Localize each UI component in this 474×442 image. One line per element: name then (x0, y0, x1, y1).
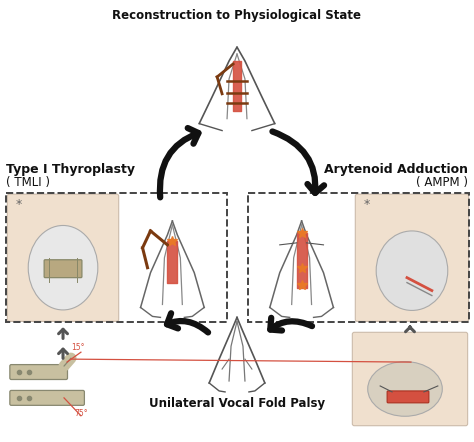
Bar (248, 193, 469, 322)
FancyBboxPatch shape (44, 260, 82, 278)
Text: Type I Thyroplasty: Type I Thyroplasty (6, 164, 136, 176)
FancyBboxPatch shape (356, 194, 469, 321)
Ellipse shape (376, 231, 448, 310)
Text: 15°: 15° (71, 343, 84, 352)
FancyBboxPatch shape (352, 332, 468, 426)
FancyBboxPatch shape (10, 365, 67, 380)
Bar (6, 193, 227, 322)
FancyBboxPatch shape (387, 391, 429, 403)
Text: Arytenoid Adduction: Arytenoid Adduction (324, 164, 468, 176)
Text: ( TMLI ): ( TMLI ) (6, 176, 50, 189)
Text: *: * (363, 198, 370, 211)
Ellipse shape (28, 225, 98, 310)
Text: 75°: 75° (74, 409, 88, 418)
FancyBboxPatch shape (10, 390, 84, 405)
Text: Unilateral Vocal Fold Palsy: Unilateral Vocal Fold Palsy (149, 397, 325, 410)
Text: ( AMPM ): ( AMPM ) (416, 176, 468, 189)
Text: Reconstruction to Physiological State: Reconstruction to Physiological State (112, 9, 362, 23)
FancyBboxPatch shape (8, 194, 118, 321)
Ellipse shape (368, 362, 442, 416)
Text: *: * (15, 198, 21, 211)
